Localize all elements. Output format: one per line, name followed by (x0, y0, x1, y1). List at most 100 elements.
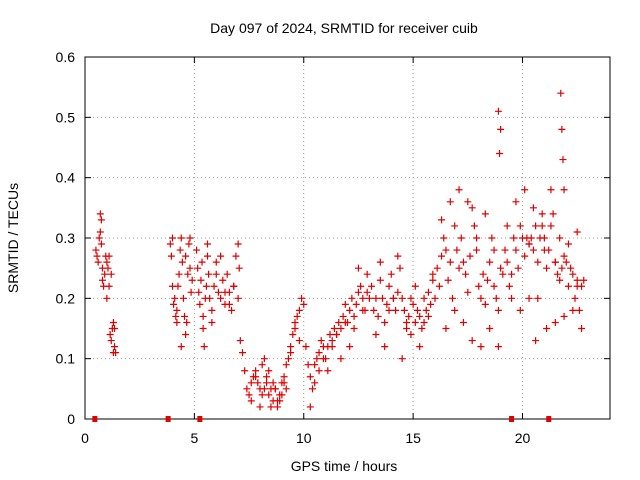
data-point (385, 282, 393, 290)
y-tick-label: 0.1 (56, 351, 76, 367)
data-point (199, 312, 207, 320)
data-point (477, 294, 485, 302)
data-point (446, 258, 454, 266)
data-point (409, 300, 417, 308)
data-point (494, 107, 502, 115)
x-tick-labels: 0 5 10 15 20 (81, 430, 530, 446)
data-point (424, 288, 432, 296)
data-point (346, 343, 354, 351)
data-point (503, 258, 511, 266)
data-point (107, 270, 115, 278)
data-point (97, 216, 105, 224)
data-point (569, 306, 577, 314)
data-point (578, 325, 586, 332)
data-point (494, 343, 502, 351)
data-point (278, 391, 286, 399)
data-point (104, 264, 112, 272)
data-point (505, 282, 513, 290)
data-point (99, 276, 106, 284)
data-point (96, 228, 104, 236)
y-tick-label: 0.3 (56, 230, 76, 246)
data-point (464, 198, 472, 206)
data-point (230, 282, 238, 290)
data-point (516, 306, 524, 314)
data-point (352, 300, 360, 308)
data-point (258, 361, 266, 369)
data-point (466, 252, 474, 260)
data-point (543, 264, 551, 272)
data-point (473, 246, 481, 254)
data-point (429, 276, 437, 284)
data-point (538, 222, 546, 230)
data-point (177, 343, 185, 351)
data-point (258, 391, 266, 399)
data-point (385, 306, 393, 314)
data-point (468, 204, 476, 212)
x-tick-label: 5 (190, 430, 198, 446)
data-point (381, 318, 389, 326)
data-point (223, 270, 231, 278)
data-point (376, 276, 384, 284)
data-point (374, 312, 382, 320)
data-point (228, 306, 236, 314)
data-point (503, 222, 511, 230)
data-point (188, 276, 196, 284)
data-point (175, 270, 183, 278)
data-point (304, 361, 312, 369)
data-point (372, 331, 380, 339)
data-point (398, 355, 406, 363)
data-point (510, 234, 518, 242)
data-point (295, 337, 303, 345)
data-point (183, 318, 191, 326)
data-point (438, 216, 446, 224)
data-point (573, 228, 581, 236)
data-point (182, 331, 190, 339)
data-point (462, 270, 470, 278)
data-point (225, 300, 233, 308)
data-point (234, 240, 242, 248)
data-point (554, 270, 561, 278)
data-point (497, 125, 505, 133)
data-point (295, 306, 303, 314)
data-point (194, 264, 202, 272)
data-point (551, 318, 559, 326)
gap-marker (92, 416, 98, 422)
data-point (429, 270, 437, 278)
data-point (499, 270, 507, 278)
data-point (328, 337, 336, 345)
data-point (414, 306, 421, 314)
data-point (92, 246, 100, 254)
data-point (282, 385, 290, 393)
data-point (241, 367, 249, 375)
data-point (105, 282, 113, 290)
axis-ticks (84, 56, 610, 420)
data-point (427, 300, 435, 308)
data-point (376, 258, 384, 266)
data-point (562, 258, 570, 266)
data-point (206, 294, 214, 302)
data-point (205, 270, 213, 278)
data-point (490, 282, 498, 290)
data-point (514, 264, 522, 272)
data-point (357, 282, 365, 290)
data-point (200, 343, 208, 351)
data-point (269, 397, 277, 405)
data-point (260, 385, 268, 393)
data-point (319, 355, 327, 363)
data-point (559, 156, 567, 164)
data-point (271, 385, 279, 393)
data-point (481, 210, 489, 218)
data-point (411, 282, 419, 290)
data-point (199, 325, 207, 332)
data-point (521, 252, 529, 260)
data-point (326, 331, 334, 339)
data-point (354, 288, 362, 296)
data-point (459, 258, 467, 266)
data-point (359, 306, 367, 314)
data-point (420, 318, 428, 326)
data-point (169, 234, 176, 242)
data-point (508, 270, 516, 278)
data-point (107, 337, 115, 345)
data-point (350, 325, 358, 332)
data-point (440, 234, 448, 242)
